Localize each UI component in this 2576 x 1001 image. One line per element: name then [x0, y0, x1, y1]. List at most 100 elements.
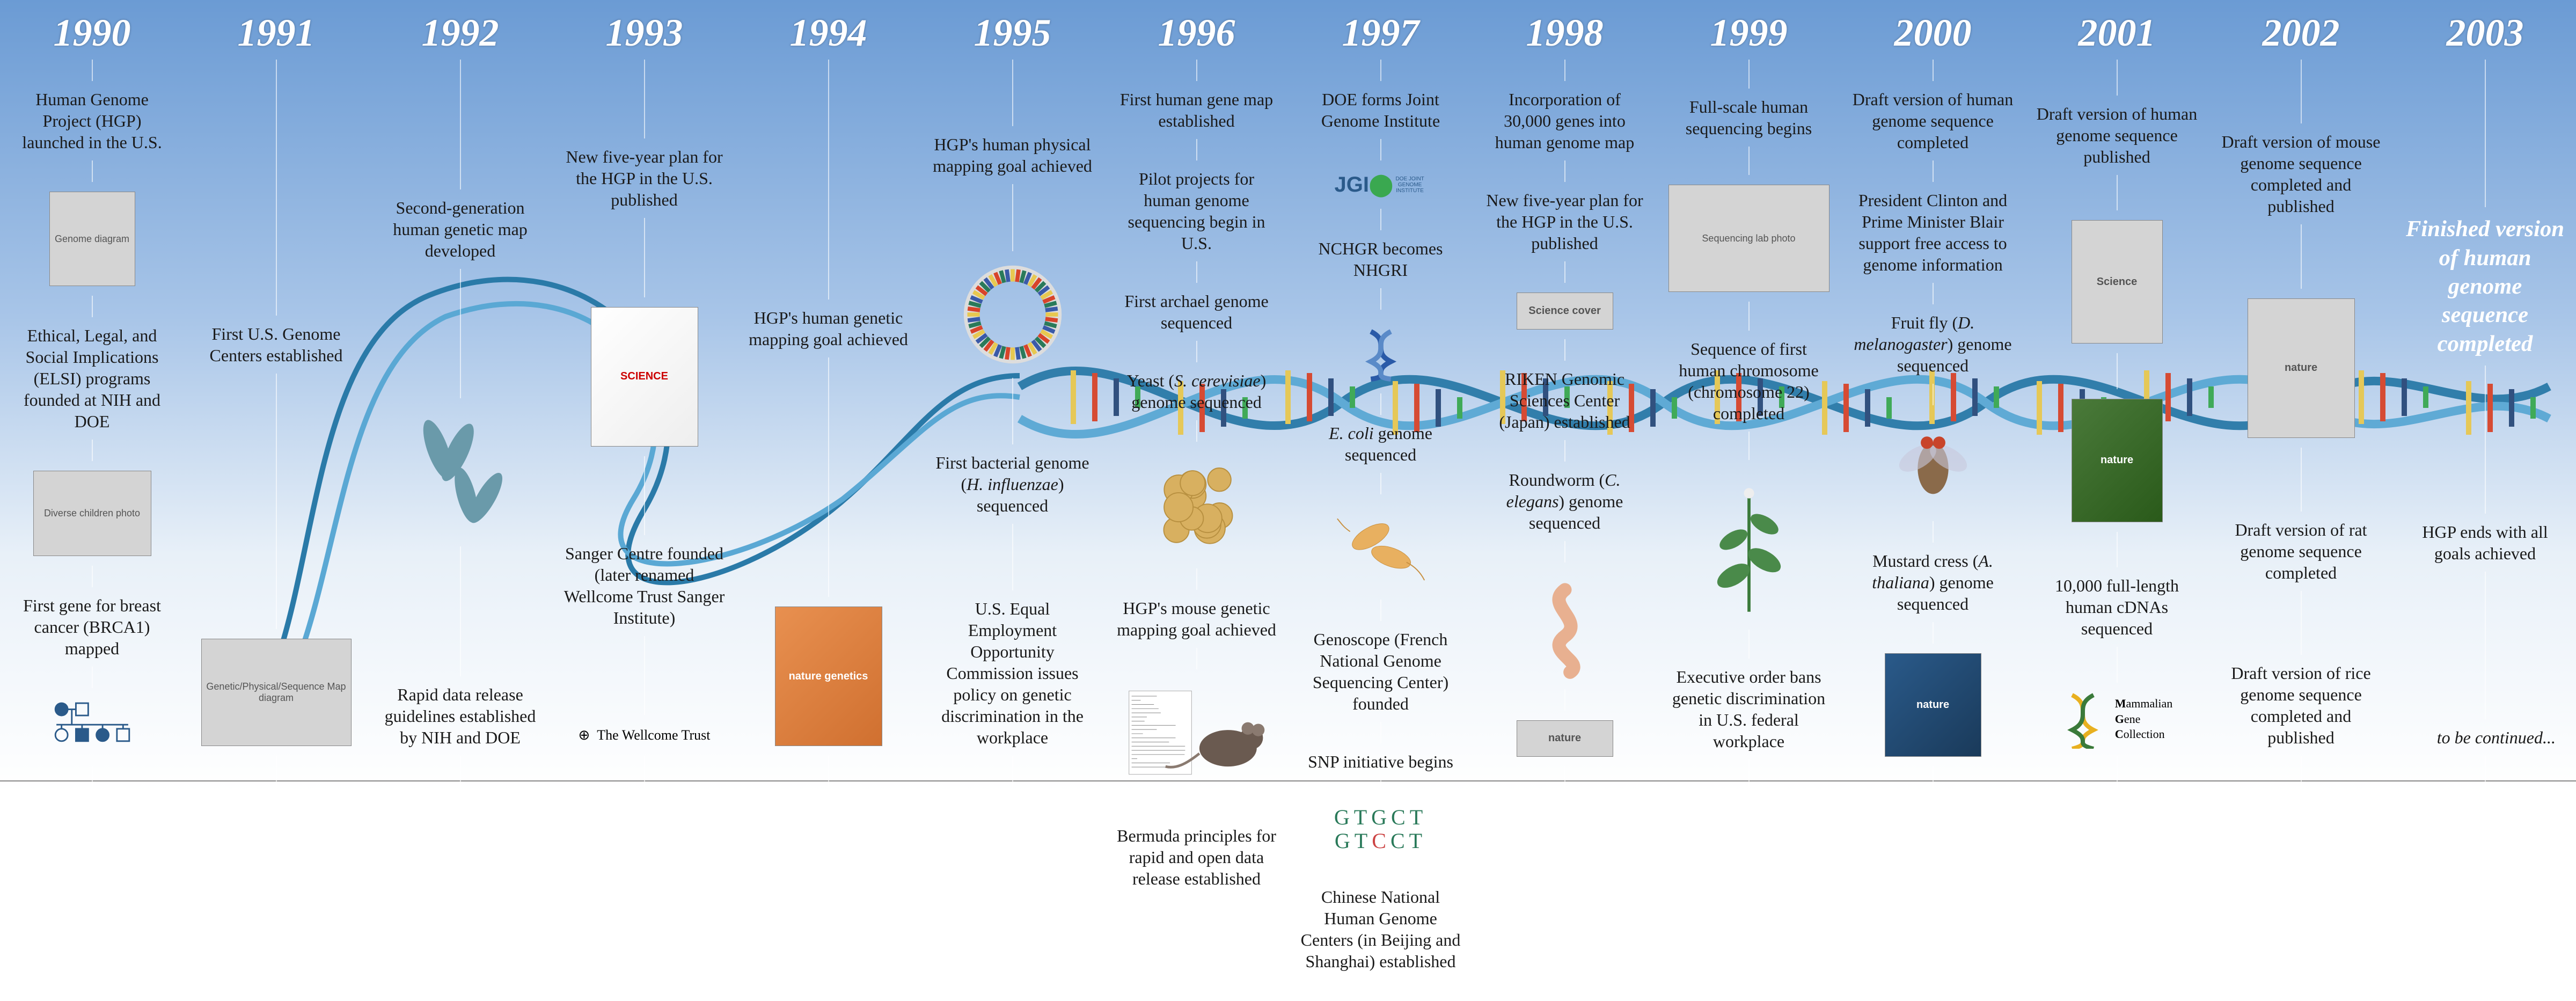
connector-line	[828, 756, 829, 788]
snp-diagram: GTGCTGTCCT	[1334, 806, 1427, 853]
connector-line	[2485, 756, 2486, 788]
year-column-1998: 1998Incorporation of 30,000 genes into h…	[1473, 0, 1657, 792]
connector-line	[92, 440, 93, 461]
year-label: 1999	[1710, 11, 1788, 55]
connector-line	[2117, 175, 2118, 211]
connector-line	[644, 756, 645, 788]
connector-line	[276, 756, 277, 788]
connector-line	[1380, 288, 1381, 310]
magazine-cover: SCIENCE	[591, 307, 698, 447]
connector-line	[1748, 630, 1750, 659]
event-text: Sanger Centre founded (later renamed Wel…	[552, 539, 736, 632]
connector-line	[1012, 756, 1013, 788]
event-text: Draft version of human genome sequence c…	[1841, 85, 2025, 156]
connector-line	[1748, 759, 1750, 788]
event-text: First human gene map established	[1104, 85, 1289, 135]
event-text: HGP's human genetic mapping goal achieve…	[736, 304, 920, 353]
illustration: Genome diagram	[49, 192, 135, 286]
connector-line	[1196, 261, 1197, 283]
event-text: New five-year plan for the HGP in the U.…	[552, 143, 736, 214]
illustration: Sequencing lab photo	[1668, 185, 1829, 292]
event-text: SNP initiative begins	[1297, 748, 1464, 776]
connector-line	[1380, 393, 1381, 415]
connector-line	[1196, 796, 1197, 817]
event-text: Fruit fly (D. melanogaster) genome seque…	[1841, 309, 2025, 379]
year-label: 2001	[2079, 11, 2156, 55]
event-text: Pilot projects for human genome sequenci…	[1104, 165, 1289, 257]
connector-line	[1748, 432, 1750, 461]
illustration	[1511, 572, 1619, 679]
connector-line	[1196, 648, 1197, 669]
connector-line	[2301, 448, 2302, 512]
connector-line	[1012, 184, 1013, 251]
event-text: Roundworm (C. elegans) genome sequenced	[1473, 466, 1657, 537]
event-text: HGP's human physical mapping goal achiev…	[920, 130, 1104, 180]
event-text: Human Genome Project (HGP) launched in t…	[0, 85, 184, 156]
connector-line	[1933, 766, 1934, 788]
event-text: Genoscope (French National Genome Sequen…	[1289, 625, 1473, 718]
connector-line	[460, 756, 461, 788]
event-text: U.S. Equal Employment Opportunity Commis…	[920, 595, 1104, 751]
illustration	[1349, 319, 1413, 384]
year-label: 2000	[1894, 11, 1972, 55]
illustration: JGI⬤DOE JOINT GENOME INSTITUTE	[1333, 170, 1429, 199]
connector-line	[1196, 60, 1197, 81]
event-text: 10,000 full-length human cDNAs sequenced	[2025, 572, 2209, 642]
connector-line	[2301, 591, 2302, 655]
connector-line	[92, 296, 93, 317]
connector-line	[1012, 524, 1013, 590]
connector-line	[92, 60, 93, 81]
connector-line	[1564, 339, 1565, 361]
connector-line	[1748, 302, 1750, 331]
event-text: Draft version of human genome sequence p…	[2025, 100, 2209, 171]
event-text: to be continued...	[2393, 724, 2576, 751]
connector-line	[276, 374, 277, 630]
connector-line	[2301, 60, 2302, 123]
logo: ⊕ The Wellcome Trust	[564, 719, 725, 751]
year-label: 1998	[1526, 11, 1604, 55]
year-column-1993: 1993 New five-year plan for the HGP in th…	[552, 0, 736, 792]
connector-line	[92, 160, 93, 182]
connector-line	[1380, 473, 1381, 494]
connector-line	[2301, 756, 2302, 788]
magazine-cover: Science	[2072, 220, 2163, 344]
connector-line	[1380, 139, 1381, 160]
connector-line	[1196, 568, 1197, 590]
event-text: Yeast (S. cerevisiae) genome sequenced	[1104, 367, 1289, 416]
connector-line	[460, 546, 461, 676]
year-column-1992: 1992Second-generation human genetic map …	[368, 0, 552, 792]
logo: MammalianGeneCollection	[2053, 687, 2182, 751]
connector-line	[1933, 160, 1934, 182]
year-label: 1993	[606, 11, 683, 55]
year-column-2003: 2003Finished version of human genome seq…	[2393, 0, 2576, 792]
event-text: Draft version of rat genome sequence com…	[2209, 516, 2393, 587]
illustration	[44, 698, 141, 757]
connector-line	[1564, 440, 1565, 462]
year-label: 1990	[54, 11, 131, 55]
connector-line	[1748, 147, 1750, 176]
year-label: 1995	[974, 11, 1051, 55]
connector-line	[1380, 980, 1381, 1001]
year-column-1999: 1999Full-scale human sequencing beginsSe…	[1657, 0, 1841, 792]
connector-line	[644, 636, 645, 715]
connector-line	[1933, 60, 1934, 81]
year-label: 1994	[790, 11, 867, 55]
connector-line	[1380, 600, 1381, 621]
connector-line	[460, 269, 461, 399]
event-text: RIKEN Genomic Sciences Center (Japan) es…	[1473, 365, 1657, 436]
illustration	[1885, 415, 1981, 512]
illustration	[1122, 679, 1272, 786]
illustration	[1695, 470, 1803, 620]
connector-line	[1748, 60, 1750, 89]
connector-line	[1196, 139, 1197, 160]
connector-line	[1380, 857, 1381, 879]
event-text: President Clinton and Prime Minister Bla…	[1841, 186, 2025, 279]
connector-line	[1380, 722, 1381, 743]
connector-line	[460, 60, 461, 189]
connector-line	[2485, 572, 2486, 719]
connector-line	[2485, 60, 2486, 207]
event-text: HGP ends with all goals achieved	[2393, 518, 2576, 567]
connector-line	[828, 357, 829, 597]
year-column-1990: 1990 Human Genome Project (HGP) launched …	[0, 0, 184, 792]
event-text: Draft version of rice genome sequence co…	[2209, 659, 2393, 751]
